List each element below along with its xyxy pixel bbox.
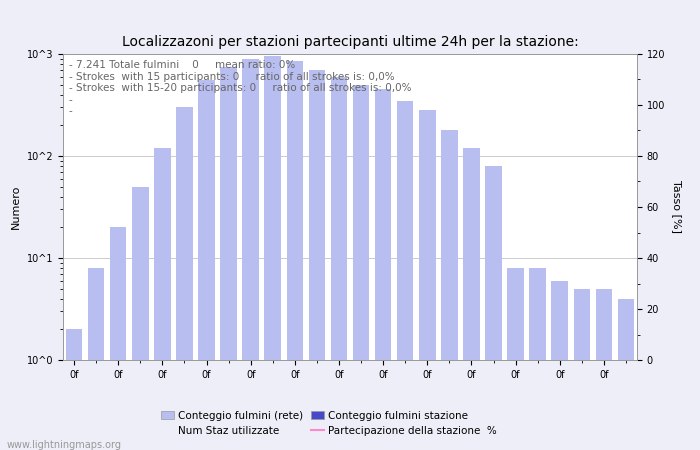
Bar	[66, 329, 83, 450]
Y-axis label: Tasso [%]: Tasso [%]	[672, 180, 682, 234]
Y-axis label: Numero: Numero	[11, 185, 21, 229]
Bar	[242, 58, 259, 450]
Bar	[110, 227, 127, 450]
Text: - 7.241 Totale fulmini    0     mean ratio: 0%
- Strokes  with 15 participants: : - 7.241 Totale fulmini 0 mean ratio: 0% …	[69, 60, 411, 117]
Bar	[508, 268, 524, 450]
Title: Localizzazoni per stazioni partecipanti ultime 24h per la stazione:: Localizzazoni per stazioni partecipanti …	[122, 35, 578, 49]
Bar	[88, 268, 104, 450]
Bar	[176, 108, 193, 450]
Bar	[330, 76, 347, 450]
Bar	[552, 281, 568, 450]
Bar	[463, 148, 480, 450]
Bar	[154, 148, 171, 450]
Bar	[419, 110, 435, 450]
Bar	[132, 187, 148, 450]
Bar	[353, 85, 370, 450]
Text: www.lightningmaps.org: www.lightningmaps.org	[7, 440, 122, 450]
Bar	[441, 130, 458, 450]
Legend: Conteggio fulmini (rete), Num Staz utilizzate, Conteggio fulmini stazione, Parte: Conteggio fulmini (rete), Num Staz utili…	[161, 410, 497, 436]
Bar	[573, 289, 590, 450]
Bar	[596, 289, 612, 450]
Bar	[265, 56, 281, 450]
Bar	[485, 166, 502, 450]
Bar	[286, 61, 303, 450]
Bar	[529, 268, 546, 450]
Bar	[220, 67, 237, 450]
Bar	[198, 81, 215, 450]
Bar	[397, 100, 414, 450]
Bar	[617, 299, 634, 450]
Bar	[309, 70, 326, 450]
Bar	[374, 90, 391, 450]
